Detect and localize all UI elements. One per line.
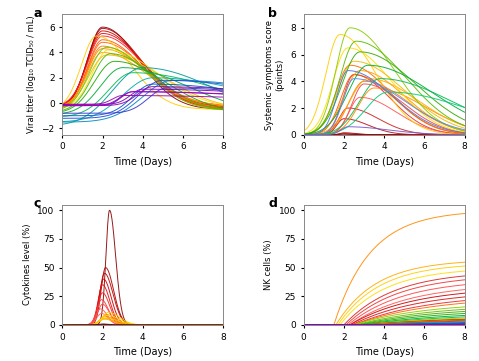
Y-axis label: Viral titer (log₁₀ TCID₅₀ / mL): Viral titer (log₁₀ TCID₅₀ / mL) (27, 16, 36, 134)
Text: a: a (34, 7, 42, 20)
Text: c: c (34, 197, 41, 210)
Text: b: b (268, 7, 277, 20)
X-axis label: Time (Days): Time (Days) (113, 347, 172, 357)
Y-axis label: NK cells (%): NK cells (%) (264, 239, 273, 290)
Text: d: d (268, 197, 277, 210)
X-axis label: Time (Days): Time (Days) (113, 157, 172, 167)
X-axis label: Time (Days): Time (Days) (354, 157, 414, 167)
Y-axis label: Cytokines level (%): Cytokines level (%) (23, 224, 32, 305)
X-axis label: Time (Days): Time (Days) (354, 347, 414, 357)
Y-axis label: Systemic symptoms score
(points): Systemic symptoms score (points) (265, 19, 285, 130)
